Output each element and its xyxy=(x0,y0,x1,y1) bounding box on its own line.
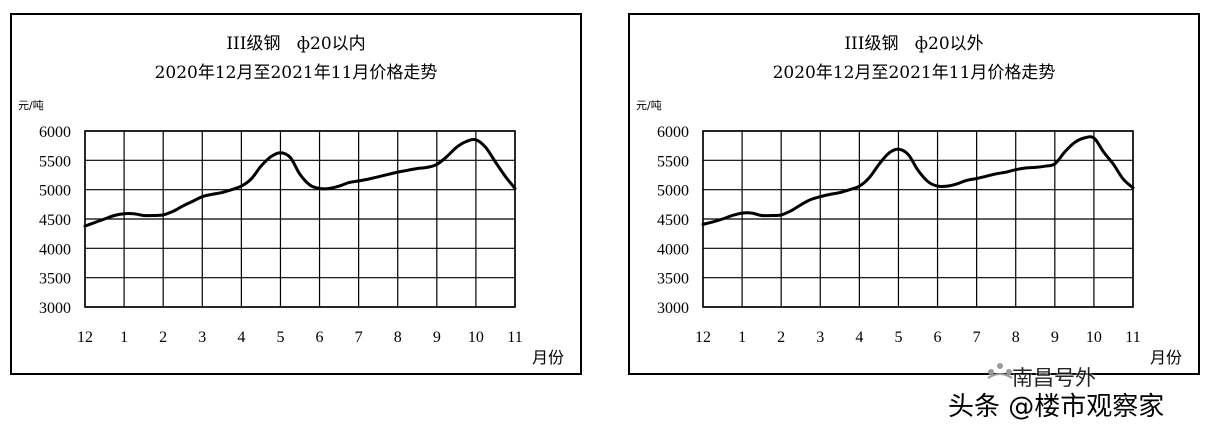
y-tick-label: 6000 xyxy=(39,124,71,141)
chart-title: III级钢 ф20以内 xyxy=(226,34,366,54)
x-tick-label: 3 xyxy=(198,329,206,346)
x-axis-label: 月份 xyxy=(1150,348,1183,367)
y-tick-label: 5500 xyxy=(39,153,71,170)
plot-frame xyxy=(702,130,1134,308)
x-tick-label: 3 xyxy=(816,329,824,346)
chart-panel-right: III级钢 ф20以外 2020年12月至2021年11月价格走势 元/吨 月份… xyxy=(628,13,1200,375)
y-tick-label: 5000 xyxy=(657,183,689,200)
x-tick-label: 5 xyxy=(894,329,902,346)
watermark-text: 头条 @楼市观察家 xyxy=(948,392,1165,422)
chart-subtitle: 2020年12月至2021年11月价格走势 xyxy=(154,63,438,83)
x-tick-label: 8 xyxy=(394,329,402,346)
x-tick-label: 1 xyxy=(738,329,746,346)
chart-panel-left: III级钢 ф20以内 2020年12月至2021年11月价格走势 元/吨 月份… xyxy=(10,13,582,375)
y-tick-label: 4000 xyxy=(657,241,689,258)
x-tick-label: 11 xyxy=(507,329,522,346)
x-tick-label: 9 xyxy=(1051,329,1059,346)
x-tick-label: 12 xyxy=(695,329,711,346)
x-tick-label: 2 xyxy=(159,329,167,346)
y-tick-label: 4000 xyxy=(39,241,71,258)
x-tick-label: 6 xyxy=(316,329,324,346)
x-tick-label: 10 xyxy=(1086,329,1102,346)
x-tick-label: 4 xyxy=(237,329,245,346)
chart-title: III级钢 ф20以外 xyxy=(844,34,984,54)
x-tick-label: 4 xyxy=(855,329,863,346)
y-tick-label: 5500 xyxy=(657,153,689,170)
x-tick-label: 5 xyxy=(276,329,284,346)
watermark-small-text: 南昌号外 xyxy=(1012,366,1096,390)
x-tick-label: 7 xyxy=(973,329,981,346)
x-tick-label: 1 xyxy=(120,329,128,346)
x-tick-label: 6 xyxy=(934,329,942,346)
price-series-line xyxy=(83,137,517,228)
y-axis-unit-label: 元/吨 xyxy=(18,99,44,112)
x-tick-label: 2 xyxy=(777,329,785,346)
x-axis-label: 月份 xyxy=(532,348,565,367)
y-tick-label: 6000 xyxy=(657,124,689,141)
chart-subtitle: 2020年12月至2021年11月价格走势 xyxy=(772,63,1056,83)
x-tick-label: 11 xyxy=(1125,329,1140,346)
y-tick-label: 5000 xyxy=(39,183,71,200)
y-tick-label: 4500 xyxy=(657,212,689,229)
y-tick-label: 3000 xyxy=(39,300,71,317)
x-tick-label: 7 xyxy=(355,329,363,346)
y-axis-unit-label: 元/吨 xyxy=(636,99,662,112)
plot-frame xyxy=(84,130,516,308)
x-tick-label: 8 xyxy=(1012,329,1020,346)
x-tick-label: 10 xyxy=(468,329,484,346)
y-tick-label: 3000 xyxy=(657,300,689,317)
x-tick-label: 9 xyxy=(433,329,441,346)
x-tick-label: 12 xyxy=(77,329,93,346)
watermark-logo-icon xyxy=(987,363,1013,379)
y-tick-label: 3500 xyxy=(657,271,689,288)
price-series-line xyxy=(701,135,1135,226)
y-tick-label: 3500 xyxy=(39,271,71,288)
y-tick-label: 4500 xyxy=(39,212,71,229)
